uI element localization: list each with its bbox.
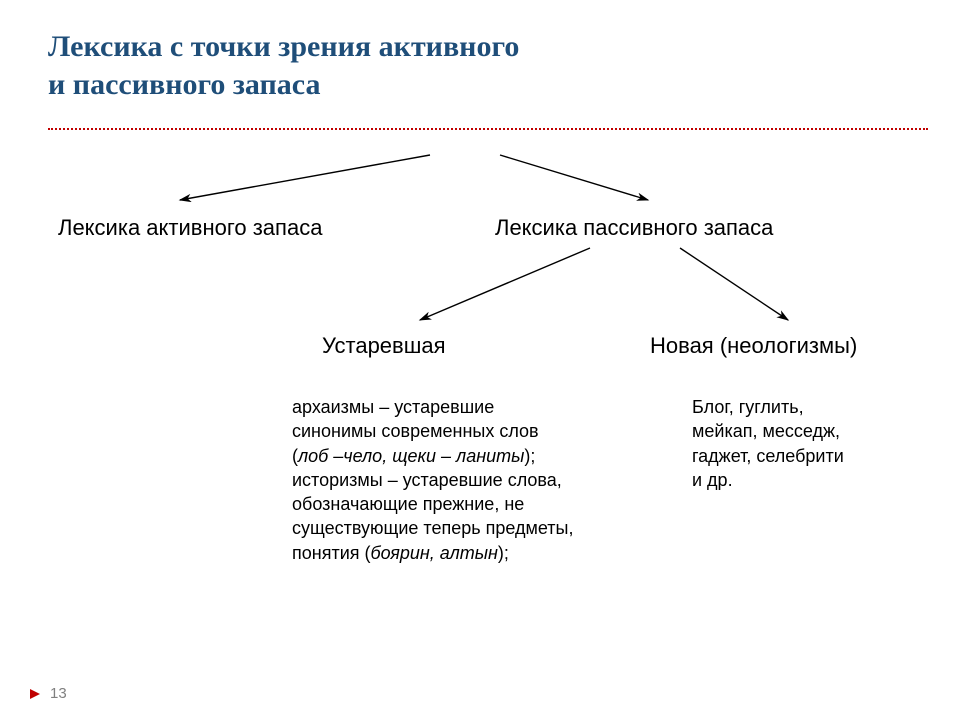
desc-new-l4: и др. [692,468,922,492]
desc-outdated-l3b: лоб –чело, щеки – ланиты [298,446,524,466]
node-active: Лексика активного запаса [58,215,322,241]
page-number: 13 [50,685,67,702]
desc-outdated-l7a: понятия ( [292,543,371,563]
node-outdated-text: Устаревшая [322,333,446,358]
desc-outdated-l6: существующие теперь предметы, [292,516,632,540]
desc-new-l3: гаджет, селебрити [692,444,922,468]
desc-outdated-l3c: ); [524,446,535,466]
page-marker-icon [28,687,42,701]
desc-outdated-l4: историзмы – устаревшие слова, [292,468,632,492]
desc-outdated-l1: архаизмы – устаревшие [292,395,632,419]
desc-outdated-l5: обозначающие прежние, не [292,492,632,516]
desc-new-l1: Блог, гуглить, [692,395,922,419]
desc-outdated: архаизмы – устаревшие синонимы современн… [292,395,632,565]
page-number-wrap: 13 [28,685,67,702]
desc-outdated-l2: синонимы современных слов [292,419,632,443]
desc-new-l2: мейкап, месседж, [692,419,922,443]
desc-new: Блог, гуглить, мейкап, месседж, гаджет, … [692,395,922,492]
node-new: Новая (неологизмы) [650,333,857,359]
node-passive-text: Лексика пассивного запаса [495,215,773,240]
node-passive: Лексика пассивного запаса [495,215,773,241]
desc-outdated-l7b: боярин, алтын [371,543,498,563]
arrow-root-to-active [0,0,960,720]
desc-outdated-l3: (лоб –чело, щеки – ланиты); [292,444,632,468]
node-outdated: Устаревшая [322,333,446,359]
desc-outdated-l7: понятия (боярин, алтын); [292,541,632,565]
desc-outdated-l7c: ); [498,543,509,563]
slide: Лексика с точки зрения активного и пасси… [0,0,960,720]
node-new-text: Новая (неологизмы) [650,333,857,358]
node-active-text: Лексика активного запаса [58,215,322,240]
